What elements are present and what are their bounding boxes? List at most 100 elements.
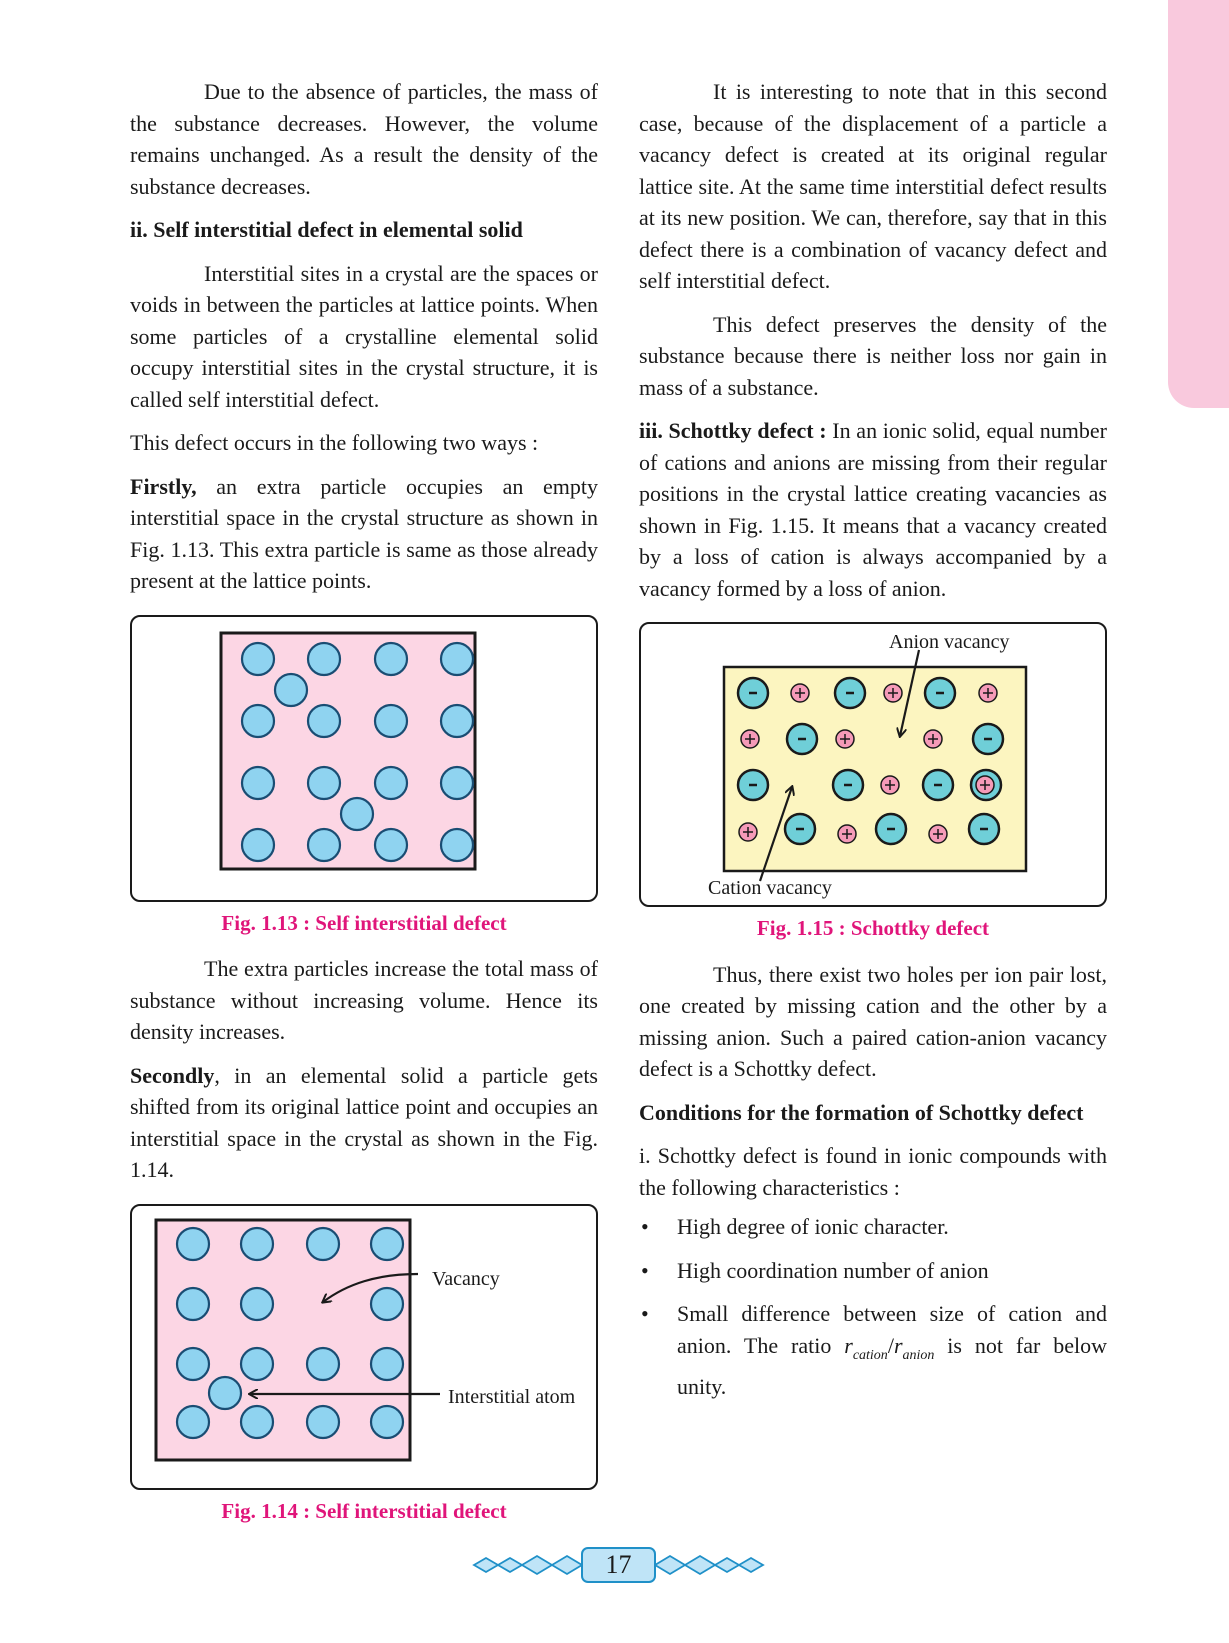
paragraph: This defect preserves the density of the… [639, 311, 1107, 400]
figure-1-13 [130, 614, 598, 902]
diamond-ornament [683, 1554, 717, 1576]
cation [790, 683, 810, 703]
list-item-text: Small difference between size of cation … [677, 1301, 1107, 1358]
radius-symbol: r [844, 1332, 853, 1358]
page-number: 17 [605, 1550, 632, 1579]
atom [369, 1346, 405, 1381]
list-item: High degree of ionic character. [639, 1211, 1107, 1243]
bold-lead: Secondly [130, 1062, 215, 1088]
paragraph: Firstly, an extra particle occupies an e… [130, 471, 598, 597]
cation [835, 729, 855, 749]
figure-1-15-diagram [722, 649, 1028, 882]
atom [240, 703, 276, 738]
atom [305, 1226, 341, 1261]
anion [783, 812, 817, 846]
interstitial-atom [273, 672, 309, 707]
figure-1-15: Anion vacancy Cation vacancy [639, 622, 1107, 907]
right-column: It is interesting to note that in this s… [639, 76, 1107, 1415]
cations [738, 683, 998, 844]
list-item-text: is not far below unity. [677, 1332, 1108, 1400]
paragraph-text: , in an elemental solid a particle gets … [130, 1062, 598, 1183]
vacancy-arrow [323, 1272, 419, 1302]
anions [736, 676, 1005, 846]
anion [923, 676, 957, 710]
atom [239, 1286, 275, 1321]
diamond-ornament [496, 1556, 524, 1574]
footer-ornament [472, 1547, 765, 1583]
anion [967, 812, 1001, 846]
atom [305, 1346, 341, 1381]
page-number-box [581, 1547, 656, 1583]
paragraph: i. Schottky defect is found in ionic com… [639, 1143, 1107, 1200]
atom [369, 1404, 405, 1439]
interstitial-atom-label: Interstitial atom [448, 1385, 576, 1408]
atom [305, 1404, 341, 1439]
paragraph-text: In an ionic solid, equal number of catio… [639, 418, 1107, 601]
cation [883, 683, 903, 703]
atom [306, 641, 342, 676]
paragraph: It is interesting to note that in this s… [639, 79, 1107, 293]
cation [880, 775, 900, 795]
left-column: Due to the absence of particles, the mas… [130, 76, 598, 1541]
cation [928, 824, 948, 844]
figure-caption: Fig. 1.13 : Self interstitial defect [221, 910, 507, 935]
cation [740, 729, 760, 749]
diamond-ornament [520, 1554, 554, 1576]
cation [978, 683, 998, 703]
paragraph: Due to the absence of particles, the mas… [130, 79, 598, 199]
paragraph: Secondly, in an elemental solid a partic… [130, 1060, 598, 1186]
slash: / [887, 1332, 894, 1358]
atom [175, 1404, 211, 1439]
cation-vacancy-arrow [758, 787, 792, 882]
atom [306, 703, 342, 738]
anion [833, 676, 867, 710]
bold-lead: Firstly, [130, 473, 197, 499]
subscript-anion: anion [902, 1347, 935, 1363]
atom [240, 641, 276, 676]
figure-caption: Fig. 1.15 : Schottky defect [756, 916, 990, 940]
atom [369, 1286, 405, 1321]
section-heading: ii. Self interstitial defect in elementa… [130, 217, 523, 242]
figure-caption: Fig. 1.14 : Self interstitial defect [221, 1498, 507, 1523]
anion [921, 768, 955, 802]
cation [923, 729, 943, 749]
diamond-ornament [653, 1554, 687, 1576]
anion-vacancy-label: Anion vacancy [889, 631, 1010, 653]
characteristics-list: High degree of ionic character. High coo… [639, 1211, 1107, 1403]
atom [373, 703, 409, 738]
atom [239, 1346, 275, 1381]
atom [239, 1226, 275, 1261]
atom [439, 641, 475, 676]
interstitial-atom [207, 1375, 243, 1410]
paragraph: iii. Schottky defect : In an ionic solid… [639, 415, 1107, 604]
atom [373, 641, 409, 676]
list-item: Small difference between size of cation … [639, 1298, 1107, 1403]
radius-symbol: r [893, 1332, 903, 1358]
atom [240, 827, 276, 862]
atom [373, 765, 409, 800]
atom [239, 1404, 275, 1439]
diamond-ornament [472, 1556, 500, 1574]
anion [874, 812, 908, 846]
vacancy-label: Vacancy [432, 1267, 500, 1290]
page-footer: 17 [0, 1546, 1229, 1586]
atom [306, 765, 342, 800]
chapter-tab [1168, 0, 1229, 408]
paragraph: This defect occurs in the following two … [130, 430, 539, 455]
paragraph: Thus, there exist two holes per ion pair… [639, 961, 1107, 1082]
atom [240, 765, 276, 800]
figure-1-13-diagram [219, 631, 477, 870]
anion [831, 768, 865, 802]
figure-1-14-diagram [154, 1218, 440, 1461]
anion [971, 722, 1005, 756]
section-heading: Conditions for the formation of Schottky… [639, 1099, 1084, 1125]
atom [306, 827, 342, 862]
cation [738, 822, 758, 842]
diamond-ornament [550, 1554, 584, 1576]
anion [736, 768, 770, 802]
atom [369, 1226, 405, 1261]
paragraph: The extra particles increase the total m… [130, 956, 598, 1044]
lattice-atoms [175, 1226, 405, 1439]
diamond-ornament [713, 1556, 741, 1574]
atom [439, 765, 475, 800]
